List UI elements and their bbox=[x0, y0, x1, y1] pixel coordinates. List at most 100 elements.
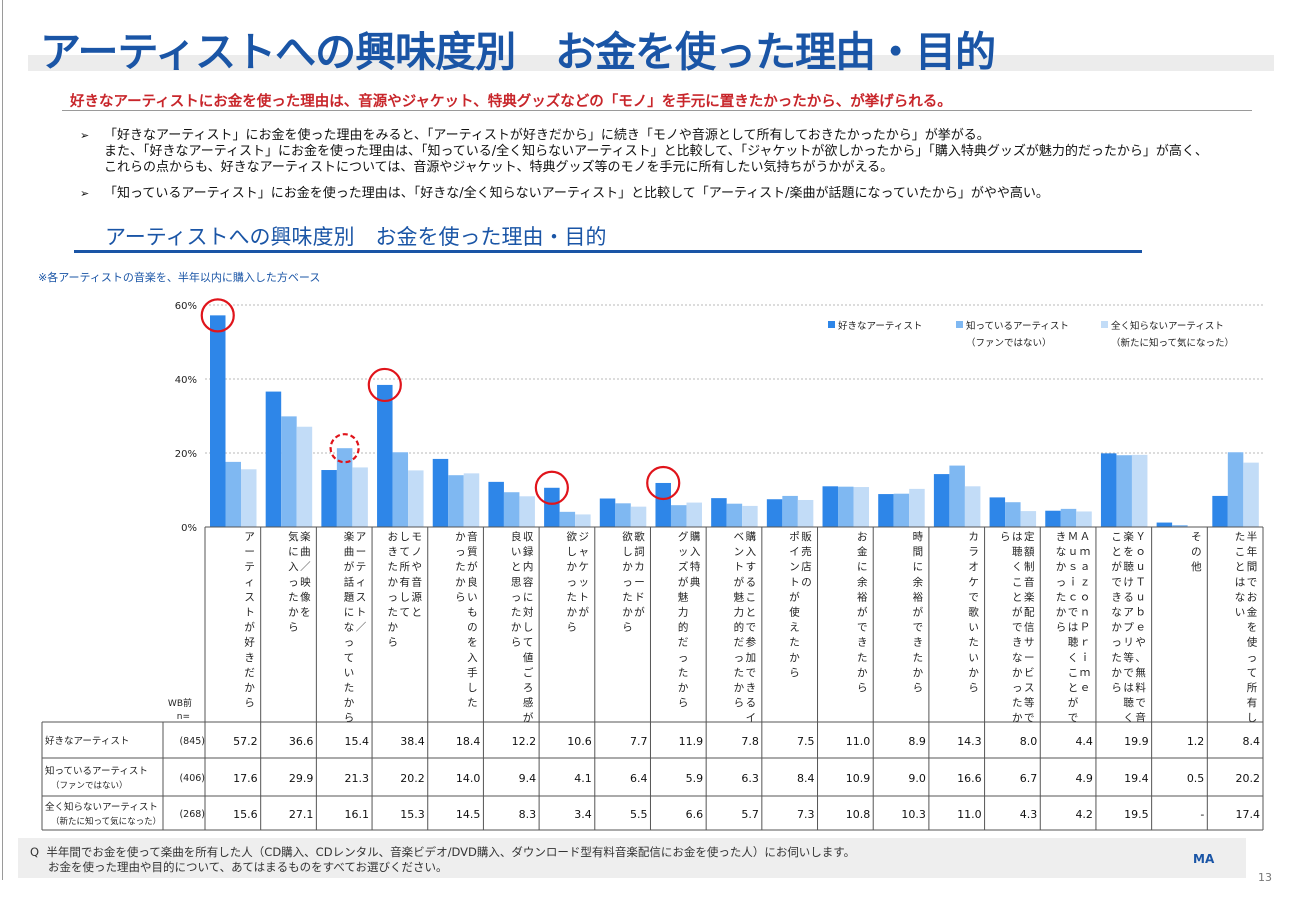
left-border-rule bbox=[2, 0, 3, 880]
category-label-char: 聴 bbox=[1012, 546, 1023, 558]
category-label-char: と bbox=[1012, 591, 1023, 603]
bar-3 bbox=[352, 467, 368, 527]
category-label-char: ら bbox=[455, 591, 466, 603]
category-label-char: 的 bbox=[734, 621, 745, 634]
bar-2 bbox=[615, 503, 631, 527]
highlight-circle bbox=[200, 298, 235, 333]
category-label-char: っ bbox=[1111, 637, 1122, 649]
table-row-label: 知っているアーティスト bbox=[45, 765, 148, 777]
category-label-char: ら bbox=[857, 682, 868, 694]
category-label-char: か bbox=[1111, 667, 1122, 679]
category-label-char: 聴 bbox=[1123, 561, 1134, 573]
category-label-char: ｚ bbox=[1080, 576, 1091, 588]
category-label-char: 所 bbox=[1247, 682, 1258, 694]
table-cell-value: 5.9 bbox=[686, 772, 704, 785]
table-cell-value: 5.5 bbox=[630, 808, 648, 821]
category-label-char: カ bbox=[968, 531, 979, 543]
category-label-char: っ bbox=[622, 576, 633, 588]
bar-3 bbox=[853, 487, 870, 527]
table-cell-value: 27.1 bbox=[289, 808, 314, 821]
category-label-char: ｍ bbox=[1080, 667, 1091, 679]
category-label-char: 容 bbox=[523, 575, 534, 588]
category-label-char: ト bbox=[579, 591, 590, 603]
category-label-char: て bbox=[399, 607, 410, 619]
bar-2 bbox=[225, 461, 241, 527]
category-label-char: ス bbox=[356, 591, 367, 603]
category-label-char: 店 bbox=[801, 560, 812, 573]
table-cell-value: 4.2 bbox=[1075, 808, 1093, 821]
table-cell-value: 8.0 bbox=[1020, 735, 1038, 748]
table-cell-value: 12.2 bbox=[512, 735, 537, 748]
category-label-char: ャ bbox=[579, 546, 590, 558]
bar-3 bbox=[1020, 511, 1037, 527]
table-cell-value: 10.9 bbox=[846, 772, 871, 785]
bullet-item: ➢ 「好きなアーティスト」にお金を使った理由をみると、「アーティストが好きだから… bbox=[80, 128, 1250, 176]
key-finding-subtitle: 好きなアーティストにお金を使った理由は、音源やジャケット、特典グッズなどの「モノ… bbox=[70, 94, 952, 110]
category-label-char: っ bbox=[288, 576, 299, 588]
y-tick-label: 40% bbox=[175, 375, 197, 386]
category-label-char: 収 bbox=[523, 531, 534, 543]
table-row-sublabel: （ファンではない） bbox=[51, 780, 128, 791]
category-label-char: 料 bbox=[1135, 681, 1146, 694]
category-label-char: 話 bbox=[344, 575, 355, 588]
legend-sublabel: （新たに知って気になった） bbox=[1111, 337, 1234, 349]
category-label-char: っ bbox=[455, 546, 466, 558]
category-label-char: か bbox=[455, 531, 466, 543]
bar-3 bbox=[463, 473, 480, 527]
category-label-char: な bbox=[1056, 546, 1067, 558]
category-label-char: た bbox=[678, 667, 689, 679]
category-label-char: の bbox=[801, 576, 812, 588]
page-number: 13 bbox=[1258, 871, 1272, 884]
table-cell-value: 6.4 bbox=[630, 772, 648, 785]
category-label-char: ｉ bbox=[1068, 576, 1079, 588]
category-label-char: 額 bbox=[1024, 545, 1035, 558]
category-label-char: ｏ bbox=[1080, 591, 1091, 603]
category-label-char: 余 bbox=[913, 575, 924, 588]
category-label-char: か bbox=[1012, 712, 1023, 724]
category-label-char: ら bbox=[734, 697, 745, 709]
category-label-char: は bbox=[1123, 682, 1134, 694]
category-label-char: る bbox=[746, 576, 757, 588]
question-line: お金を使った理由や目的について、あてはまるものをすべてお選びください。 bbox=[48, 860, 448, 874]
category-label-char: に bbox=[344, 607, 355, 619]
bar-1 bbox=[766, 499, 783, 527]
bar-3 bbox=[408, 470, 424, 527]
category-label-char: ｍ bbox=[1080, 546, 1091, 558]
category-label-char: 等 bbox=[1123, 651, 1134, 664]
category-label-char: 魅 bbox=[678, 590, 689, 603]
category-label-char: リ bbox=[1123, 637, 1134, 649]
category-label-char: か bbox=[622, 607, 633, 619]
question-mark: Q bbox=[30, 845, 40, 859]
bar-2 bbox=[1172, 525, 1188, 527]
table-cell-value: 20.2 bbox=[1236, 772, 1261, 785]
category-label-char: ィ bbox=[244, 576, 255, 588]
table-cell-value: 15.3 bbox=[400, 808, 425, 821]
bar-2 bbox=[392, 452, 409, 527]
bullet-line: 「知っているアーティスト」にお金を使った理由は、「好きな/全く知らないアーティス… bbox=[104, 186, 1049, 201]
category-label-char: 曲 bbox=[300, 546, 311, 558]
category-label-char: か bbox=[387, 576, 398, 588]
category-label-char: ポ bbox=[789, 531, 800, 543]
category-label-char: ズ bbox=[678, 560, 689, 573]
category-label-char: ｉ bbox=[1080, 652, 1091, 664]
y-tick-label: 0% bbox=[181, 523, 197, 534]
category-label-char: っ bbox=[1247, 652, 1258, 664]
category-label-char: で bbox=[1012, 622, 1023, 634]
category-label-char: ッ bbox=[678, 546, 689, 558]
category-label-char: き bbox=[1056, 531, 1067, 543]
category-label-char: 音 bbox=[411, 575, 422, 588]
category-label-char: ン bbox=[789, 561, 800, 573]
category-label-char: か bbox=[913, 667, 924, 679]
category-label-char: モ bbox=[411, 531, 422, 543]
category-label-char: ー bbox=[356, 546, 367, 558]
category-label-char: 年 bbox=[1247, 545, 1258, 558]
table-cell-value: 6.6 bbox=[686, 808, 704, 821]
bar-2 bbox=[1005, 502, 1021, 527]
bar-1 bbox=[989, 497, 1006, 527]
category-label-char: た bbox=[387, 607, 398, 619]
category-label-char: 魅 bbox=[734, 590, 745, 603]
category-label-char: お bbox=[1247, 591, 1258, 603]
n-header: WB前 bbox=[168, 697, 192, 709]
question-text: 半年間でお金を使って楽曲を所有した人（CD購入、CDレンタル、音楽ビデオ/DVD… bbox=[46, 845, 856, 859]
category-label-char: と bbox=[511, 561, 522, 573]
